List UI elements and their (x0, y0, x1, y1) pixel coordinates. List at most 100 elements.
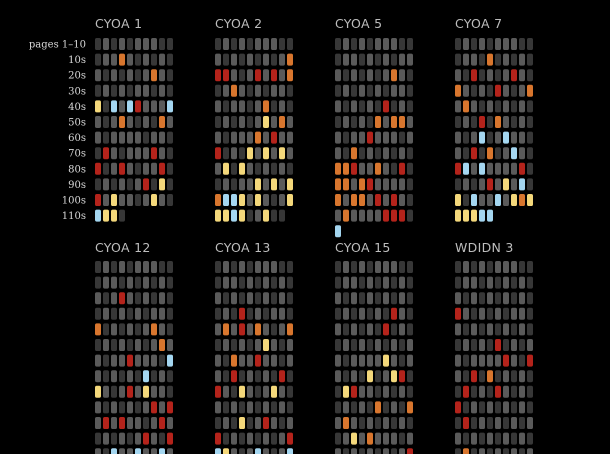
page-tile (519, 370, 525, 383)
page-tile (151, 162, 157, 175)
page-tile (119, 448, 125, 454)
page-tile (255, 339, 261, 351)
page-tile (247, 53, 253, 66)
page-tile (471, 417, 477, 429)
page-tile (367, 38, 373, 50)
page-tile (487, 354, 493, 367)
page-tile (119, 194, 125, 206)
page-tile (399, 339, 405, 351)
page-tile (159, 292, 165, 305)
page-tile (343, 276, 349, 289)
page-tile (471, 116, 477, 128)
page-tile (287, 131, 293, 144)
page-tile (495, 116, 501, 128)
page-tile (471, 276, 477, 289)
page-tile (375, 323, 381, 336)
page-tile (263, 370, 269, 383)
page-tile (135, 69, 141, 82)
page-tile (287, 417, 293, 429)
page-tile (215, 401, 221, 414)
page-tile (463, 354, 469, 367)
page-tile (407, 276, 413, 289)
page-tile (127, 323, 133, 336)
page-tile (271, 209, 277, 222)
page-tile (271, 53, 277, 66)
page-tile (359, 401, 365, 414)
page-tile (231, 38, 237, 50)
row-label: 80s (68, 164, 86, 175)
page-tile (279, 162, 285, 175)
page-tile (215, 162, 221, 175)
page-tile (359, 261, 365, 273)
page-tile (335, 448, 341, 454)
page-tile (135, 432, 141, 445)
page-tile (127, 131, 133, 144)
page-tile (383, 100, 389, 113)
page-tile (255, 323, 261, 336)
page-tile (151, 194, 157, 206)
page-tile (343, 339, 349, 351)
panel-title: CYOA 2 (215, 16, 262, 31)
page-tile (279, 417, 285, 429)
page-tile (279, 178, 285, 191)
page-tile (247, 432, 253, 445)
page-tile (279, 38, 285, 50)
page-tile (383, 261, 389, 273)
page-tile (519, 100, 525, 113)
page-tile (231, 385, 237, 398)
page-tile (367, 116, 373, 128)
page-tile (159, 69, 165, 82)
page-tile (343, 84, 349, 97)
page-tile (367, 100, 373, 113)
page-tile (223, 209, 229, 222)
page-tile (463, 417, 469, 429)
page-tile (231, 261, 237, 273)
page-tile (111, 178, 117, 191)
page-tile (143, 261, 149, 273)
page-tile (263, 178, 269, 191)
page-tile (407, 339, 413, 351)
page-tile (111, 292, 117, 305)
page-tile (511, 276, 517, 289)
page-tile (375, 339, 381, 351)
page-tile (471, 448, 477, 454)
page-tile (271, 131, 277, 144)
page-tile (111, 339, 117, 351)
page-tile (527, 448, 533, 454)
page-tile (503, 100, 509, 113)
page-tile (159, 354, 165, 367)
page-tile (167, 307, 173, 320)
page-tile (503, 432, 509, 445)
page-tile (167, 100, 173, 113)
page-tile (479, 131, 485, 144)
page-tile (367, 307, 373, 320)
page-tile (127, 69, 133, 82)
page-tile (351, 432, 357, 445)
page-tile (287, 307, 293, 320)
page-tile (383, 116, 389, 128)
page-tile (511, 339, 517, 351)
page-tile (335, 147, 341, 160)
page-tile (367, 53, 373, 66)
page-tile (279, 194, 285, 206)
page-tile (391, 178, 397, 191)
page-tile (407, 147, 413, 160)
page-tile (503, 323, 509, 336)
page-tile (375, 292, 381, 305)
page-tile (399, 448, 405, 454)
page-tile (527, 162, 533, 175)
page-tile (239, 292, 245, 305)
page-tile (167, 69, 173, 82)
page-tile (223, 323, 229, 336)
page-tile (375, 162, 381, 175)
page-tile (95, 53, 101, 66)
page-tile (167, 370, 173, 383)
page-tile (367, 178, 373, 191)
page-tile (111, 401, 117, 414)
page-tile (455, 323, 461, 336)
page-tile (151, 417, 157, 429)
page-tile (391, 385, 397, 398)
panel-cyoa-12: CYOA 12 (95, 240, 173, 454)
page-tile (167, 38, 173, 50)
page-tile (527, 178, 533, 191)
